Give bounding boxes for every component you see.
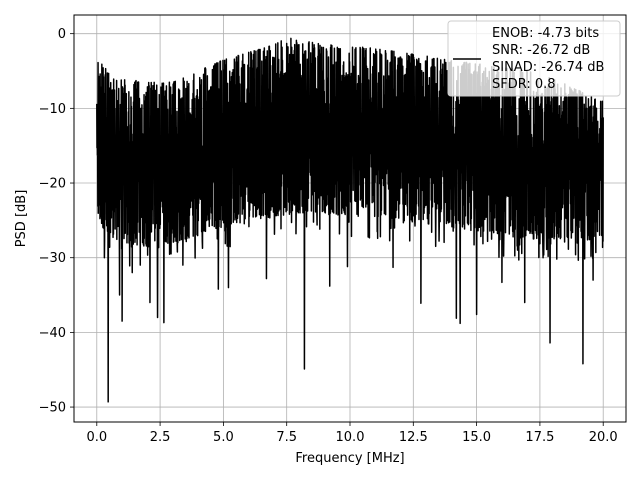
legend-entry-sinad: SINAD: -26.74 dB — [492, 60, 604, 75]
y-tick-label: −10 — [39, 102, 66, 117]
legend-box — [447, 20, 621, 97]
x-tick-label: 10.0 — [336, 430, 365, 445]
x-tick-label: 20.0 — [589, 430, 618, 445]
series-layer — [96, 37, 604, 403]
y-tick-label: 0 — [58, 27, 66, 42]
x-axis: 0.0 2.5 5.0 7.5 10.0 12.5 15.0 17.5 20.0 — [86, 422, 618, 445]
x-axis-label: Frequency [MHz] — [295, 451, 404, 466]
y-tick-label: −40 — [39, 326, 66, 341]
y-axis: 0 −10 −20 −30 −40 −50 — [39, 27, 74, 416]
x-tick-label: 7.5 — [276, 430, 297, 445]
x-tick-label: 2.5 — [150, 430, 171, 445]
legend: ENOB: -4.73 bits SNR: -26.72 dB SINAD: -… — [447, 20, 621, 97]
y-axis-label: PSD [dB] — [14, 190, 29, 248]
x-tick-label: 0.0 — [86, 430, 107, 445]
x-tick-label: 12.5 — [399, 430, 428, 445]
legend-entry-sfdr: SFDR: 0.8 — [492, 77, 556, 92]
legend-entry-enob: ENOB: -4.73 bits — [492, 26, 599, 41]
y-tick-label: −50 — [39, 401, 66, 416]
y-tick-label: −20 — [39, 177, 66, 192]
y-tick-label: −30 — [39, 251, 66, 266]
x-tick-label: 15.0 — [462, 430, 491, 445]
x-tick-label: 5.0 — [213, 430, 234, 445]
legend-entry-snr: SNR: -26.72 dB — [492, 43, 590, 58]
psd-series-line — [96, 37, 604, 403]
x-tick-label: 17.5 — [525, 430, 554, 445]
